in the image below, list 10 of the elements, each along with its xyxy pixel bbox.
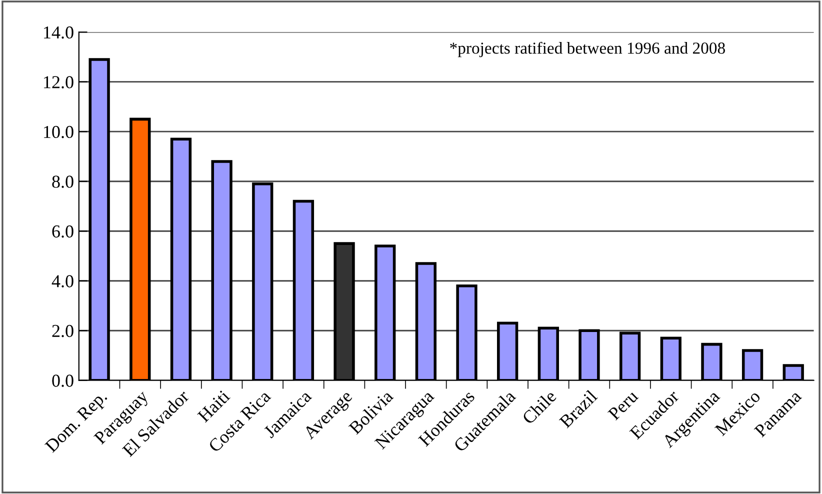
y-tick-label: 0.0 (52, 374, 74, 387)
y-tick-label: 2.0 (52, 324, 74, 338)
y-tick-label: 8.0 (52, 176, 74, 188)
y-tick-label: 10.0 (44, 126, 74, 138)
y-tick-label: 6.0 (52, 225, 74, 238)
y-tick-label: 14.0 (44, 26, 74, 39)
annotation: *projects ratified between 1996 and 2008 (450, 42, 725, 58)
x-tick-label: Chile (521, 389, 557, 425)
y-tick-label: 4.0 (52, 275, 74, 288)
y-tick-label: 12.0 (44, 76, 74, 88)
